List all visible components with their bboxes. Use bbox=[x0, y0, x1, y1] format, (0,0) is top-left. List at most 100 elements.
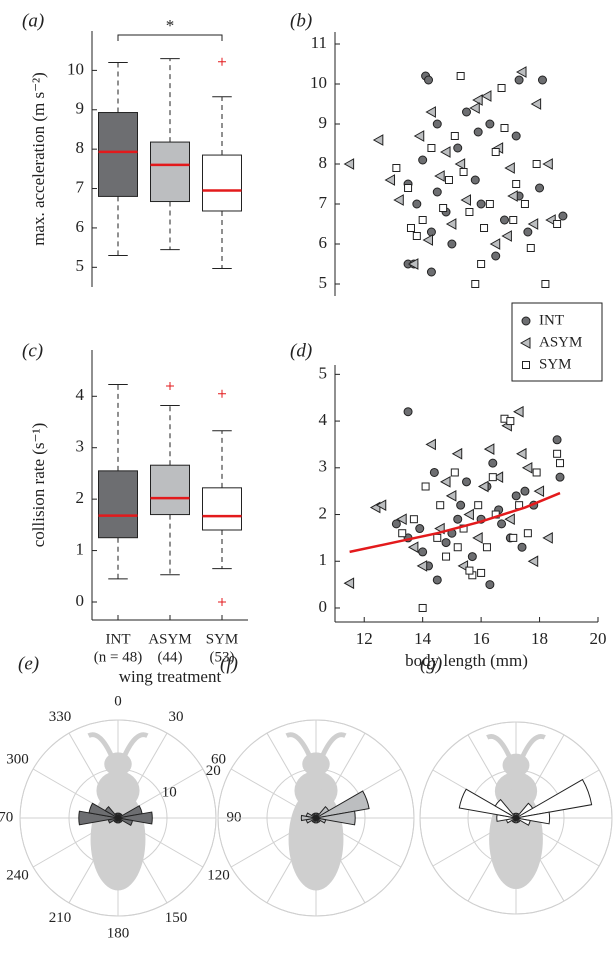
scatter-point bbox=[465, 566, 474, 575]
scatter-point bbox=[504, 513, 515, 526]
scatter-point bbox=[432, 575, 442, 585]
scatter-point bbox=[512, 180, 521, 188]
scatter-point bbox=[480, 224, 489, 232]
scatter-point bbox=[453, 514, 463, 524]
scatter-point bbox=[465, 208, 474, 216]
scatter-point bbox=[432, 187, 442, 197]
y-tick-label: 0 bbox=[76, 591, 85, 610]
theta-tick-label: 0 bbox=[114, 693, 122, 709]
scatter-point bbox=[407, 258, 419, 270]
scatter-point bbox=[467, 552, 477, 562]
scatter-point bbox=[450, 468, 459, 477]
scatter-point bbox=[436, 501, 445, 510]
scatter-point bbox=[532, 468, 541, 477]
scatter-point bbox=[488, 473, 497, 482]
x-tick-label: ASYM bbox=[148, 631, 191, 647]
theta-tick-label: 240 bbox=[6, 867, 29, 883]
scatter-point bbox=[552, 435, 562, 445]
y-axis-label: collision rate (s⁻¹) bbox=[29, 423, 48, 548]
scatter-point bbox=[509, 216, 518, 224]
insect-abdomen bbox=[90, 788, 146, 891]
y-tick-label: 10 bbox=[67, 59, 84, 78]
scatter-point bbox=[418, 155, 428, 165]
box bbox=[202, 154, 242, 212]
box bbox=[98, 470, 138, 539]
panel-label: (f) bbox=[220, 653, 238, 674]
scatter-point bbox=[501, 230, 512, 242]
theta-tick-label: 270 bbox=[0, 809, 13, 825]
y-tick-label: 1 bbox=[319, 550, 328, 569]
y-tick-label: 5 bbox=[319, 273, 328, 292]
box bbox=[202, 487, 242, 531]
scatter-point bbox=[521, 461, 533, 474]
scatter-point bbox=[470, 175, 480, 185]
x-tick-label: SYM bbox=[206, 631, 239, 647]
scatter-point bbox=[440, 475, 451, 488]
rose-wedge bbox=[315, 790, 370, 819]
y-tick-label: 1 bbox=[76, 539, 85, 558]
scatter-point bbox=[506, 417, 515, 426]
scatter-point bbox=[491, 148, 500, 156]
scatter-point bbox=[485, 580, 495, 590]
x-tick-label: 20 bbox=[590, 629, 607, 648]
theta-tick-label: 330 bbox=[49, 709, 72, 725]
scatter-point bbox=[447, 239, 457, 249]
scatter-point bbox=[426, 227, 436, 237]
x-axis-label: wing treatment bbox=[119, 667, 222, 686]
significance-label: * bbox=[166, 16, 175, 35]
scatter-point bbox=[412, 199, 422, 209]
scatter-point bbox=[514, 75, 524, 85]
y-axis-label: max. acceleration (m s⁻²) bbox=[29, 72, 48, 246]
y-tick-label: 3 bbox=[319, 457, 328, 476]
legend-marker bbox=[522, 361, 530, 369]
insect-head bbox=[502, 753, 530, 777]
theta-tick-label: 300 bbox=[6, 751, 29, 767]
x-tick-sublabel: (n = 48) bbox=[94, 649, 142, 665]
panel-label: (c) bbox=[22, 340, 43, 361]
scatter-point bbox=[343, 158, 355, 170]
scatter-point bbox=[403, 407, 413, 417]
scatter-point bbox=[456, 72, 465, 80]
scatter-point bbox=[343, 577, 355, 590]
scatter-point bbox=[450, 132, 459, 140]
scatter-point bbox=[426, 267, 436, 277]
x-tick-label: INT bbox=[106, 631, 131, 647]
scatter-point bbox=[523, 227, 533, 237]
theta-tick-label: 120 bbox=[207, 867, 230, 883]
scatter-point bbox=[412, 232, 421, 240]
scatter-point bbox=[453, 543, 462, 552]
scatter-point bbox=[472, 94, 483, 106]
x-axis-label: body length (mm) bbox=[405, 651, 528, 670]
scatter-point bbox=[424, 75, 434, 85]
x-tick-sublabel: (53) bbox=[210, 649, 235, 665]
scatter-point bbox=[418, 216, 427, 224]
scatter-point bbox=[407, 541, 419, 554]
legend-marker bbox=[519, 337, 531, 349]
panel-label: (e) bbox=[18, 653, 39, 674]
scatter-point bbox=[454, 158, 466, 170]
scatter-point bbox=[541, 280, 550, 288]
scatter-point bbox=[472, 532, 483, 544]
box bbox=[98, 112, 138, 197]
scatter-point bbox=[533, 485, 545, 498]
scatter-point bbox=[457, 560, 469, 572]
scatter-point bbox=[504, 162, 515, 174]
scatter-point bbox=[439, 204, 448, 212]
scatter-point bbox=[507, 190, 518, 202]
flier bbox=[218, 598, 226, 606]
scatter-point bbox=[471, 280, 480, 288]
scatter-point bbox=[492, 471, 504, 483]
scatter-point bbox=[542, 158, 553, 170]
scatter-point bbox=[497, 84, 506, 92]
scatter-point bbox=[469, 102, 480, 114]
y-tick-label: 9 bbox=[76, 99, 85, 118]
y-tick-label: 2 bbox=[76, 488, 85, 507]
theta-tick-label: 210 bbox=[49, 910, 72, 926]
flier bbox=[218, 389, 226, 398]
scatter-point bbox=[462, 107, 471, 117]
scatter-point bbox=[440, 146, 451, 158]
scatter-point bbox=[375, 499, 387, 512]
x-tick-sublabel: (44) bbox=[158, 649, 183, 665]
scatter-point bbox=[556, 459, 565, 468]
y-tick-label: 2 bbox=[319, 503, 328, 522]
